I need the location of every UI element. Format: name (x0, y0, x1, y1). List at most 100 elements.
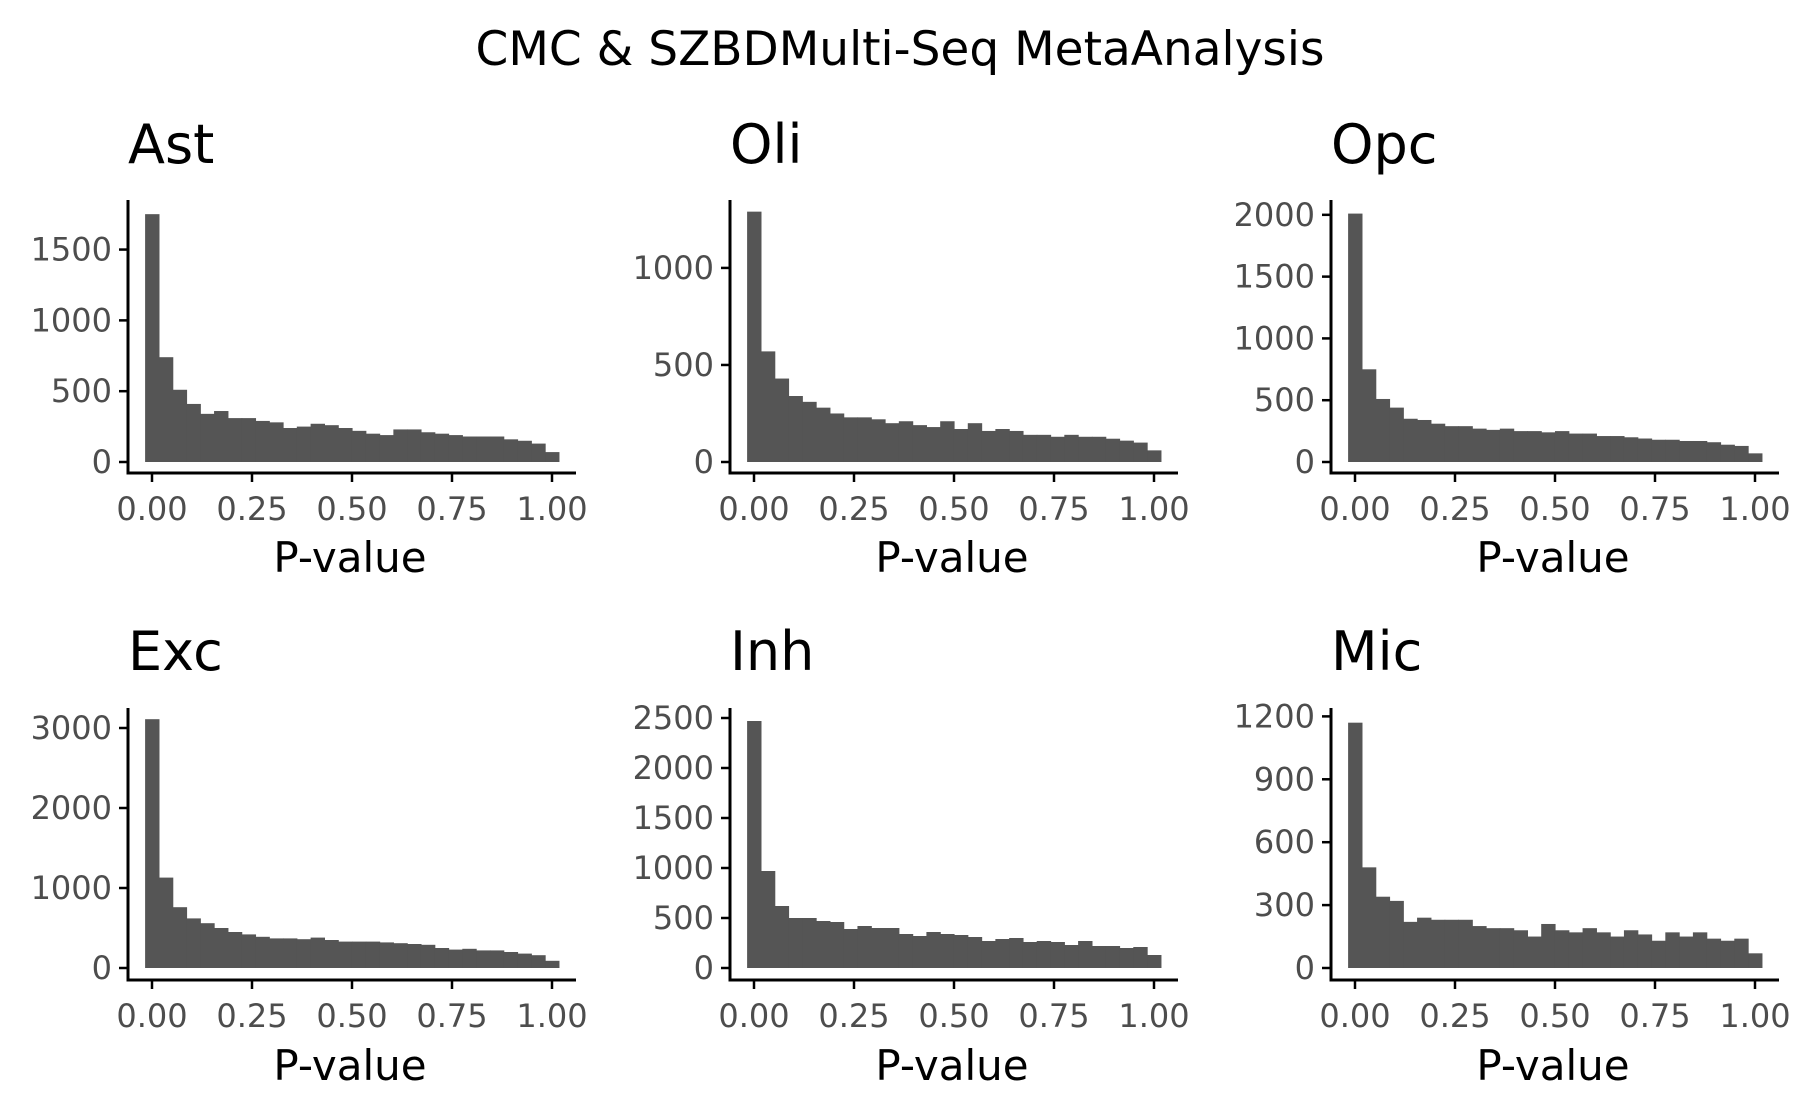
histogram-bar (351, 941, 367, 968)
histogram-bar (1444, 426, 1460, 462)
histogram-bar (885, 423, 900, 462)
histogram-bar (407, 944, 422, 968)
histogram-bar (227, 418, 243, 462)
histogram-bar (545, 452, 560, 462)
histogram-bar (1458, 919, 1473, 968)
x-tick-label: 0.50 (918, 997, 989, 1035)
y-tick-label: 2000 (31, 789, 112, 827)
x-tick-label: 0.75 (1018, 997, 1089, 1035)
histogram-bar (1610, 936, 1625, 968)
y-tick-label: 500 (653, 899, 714, 937)
y-tick-label: 2000 (1234, 196, 1315, 234)
histogram-bar (1651, 439, 1666, 462)
histogram-bar (1596, 932, 1611, 968)
x-tick-label: 0.00 (718, 997, 789, 1035)
histogram-bar (158, 357, 174, 462)
x-tick-label: 0.50 (1519, 490, 1590, 528)
histogram-bar (1692, 440, 1708, 462)
histogram-bar (857, 417, 872, 462)
histogram-bar (995, 939, 1010, 968)
histogram-bar (1748, 453, 1763, 462)
histogram-bar (967, 937, 983, 968)
y-tick-label: 0 (92, 443, 112, 481)
y-tick-label: 900 (1254, 760, 1315, 798)
histogram-bar (912, 425, 927, 462)
x-axis-title: P-value (1476, 533, 1629, 582)
histogram-bar (1582, 928, 1597, 968)
histogram-bar (747, 211, 762, 462)
panel-title: Ast (128, 113, 214, 176)
x-tick-label: 0.25 (818, 490, 889, 528)
histogram-bar (393, 943, 408, 968)
x-tick-label: 0.00 (116, 997, 187, 1035)
y-tick-label: 1000 (633, 249, 714, 287)
histogram-bar (1665, 439, 1680, 462)
histogram-bar (1748, 953, 1763, 968)
histogram-bar (857, 926, 872, 968)
panel-title: Mic (1331, 620, 1422, 683)
y-tick-label: 1200 (1234, 697, 1315, 735)
histogram-bar (1022, 434, 1038, 462)
histogram-bar (1403, 418, 1418, 462)
histogram-bar (1105, 946, 1121, 968)
histogram-bar (489, 950, 505, 968)
histogram-bar (1513, 431, 1528, 462)
histogram-bar (269, 938, 284, 968)
histogram-bar (379, 435, 394, 462)
histogram-bar (1078, 941, 1093, 968)
histogram-bar (1147, 955, 1162, 968)
histogram-bar (434, 948, 450, 968)
x-axis-title: P-value (273, 1041, 426, 1090)
y-tick-label: 1000 (31, 869, 112, 907)
histogram-bar (1568, 433, 1584, 462)
x-tick-label: 1.00 (1118, 490, 1189, 528)
histogram-bar (531, 443, 546, 462)
histogram-bar (774, 906, 790, 968)
histogram-bar (1706, 442, 1722, 462)
histogram-bar (816, 921, 831, 968)
x-tick-label: 1.00 (1719, 997, 1790, 1035)
histogram-bar (843, 417, 859, 462)
histogram-bar (885, 928, 900, 968)
histogram-bar (802, 401, 817, 462)
histogram-bar (393, 429, 408, 462)
histogram-bar (310, 423, 325, 462)
y-tick-label: 2000 (633, 749, 714, 787)
histogram-bar (1022, 942, 1038, 968)
histogram-bar (283, 938, 298, 968)
panel-title: Inh (730, 620, 814, 683)
figure-title: CMC & SZBDMulti-Seq MetaAnalysis (475, 22, 1325, 77)
histogram-bar (1486, 928, 1501, 968)
histogram-bar (1105, 438, 1121, 462)
histogram-bar (1472, 428, 1487, 462)
histogram-bar (255, 420, 270, 462)
histogram-bar (1623, 437, 1639, 462)
panel-title: Opc (1331, 113, 1437, 176)
y-tick-label: 1000 (1234, 319, 1315, 357)
histogram-bar (1417, 419, 1432, 462)
histogram-bar (1692, 932, 1708, 968)
histogram-bar (241, 934, 257, 968)
histogram-bar (1734, 938, 1749, 968)
histogram-bar (953, 935, 969, 968)
histogram-bar (1050, 436, 1065, 462)
histogram-bar (517, 440, 532, 462)
histogram-bar (1133, 947, 1148, 968)
histogram-bar (1009, 938, 1024, 968)
histogram-bar (1348, 213, 1363, 462)
y-tick-label: 0 (1295, 949, 1315, 987)
x-tick-label: 0.50 (316, 997, 387, 1035)
histogram-bar (379, 942, 394, 968)
histogram-bar (324, 425, 339, 462)
y-tick-label: 0 (1295, 443, 1315, 481)
histogram-bar (788, 396, 803, 462)
histogram-bar (995, 429, 1010, 462)
panel-title: Oli (730, 113, 803, 176)
x-tick-label: 1.00 (516, 490, 587, 528)
histogram-bar (1009, 430, 1024, 462)
histogram-bar (1582, 433, 1597, 462)
histogram-bar (967, 423, 983, 462)
histogram-bar (489, 436, 505, 462)
histogram-bar (462, 948, 477, 968)
histogram-bar (871, 928, 886, 968)
